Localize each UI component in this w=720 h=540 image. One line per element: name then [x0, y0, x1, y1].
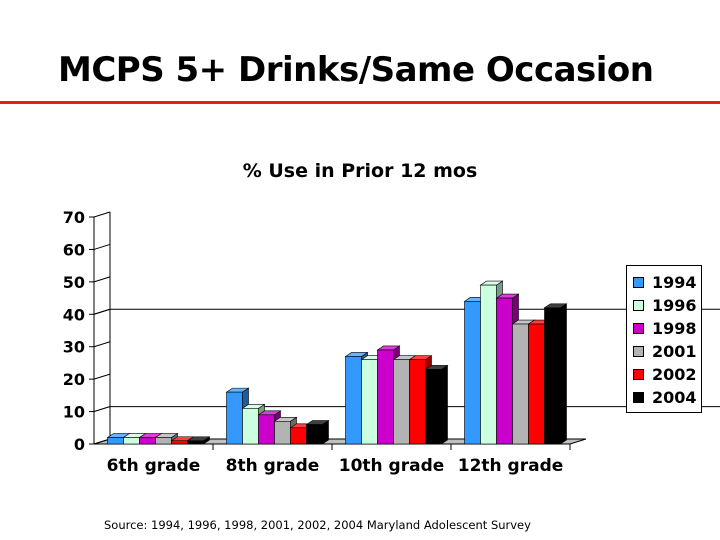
legend-item-1996: 1996: [627, 294, 701, 317]
bar: [258, 414, 275, 445]
bar-side: [441, 364, 448, 445]
bar: [409, 359, 426, 445]
y-tick-label: 10: [63, 403, 85, 422]
bar: [544, 307, 561, 445]
legend-label: 2002: [652, 365, 697, 384]
legend-swatch: [633, 277, 644, 288]
bar: [171, 440, 188, 445]
y-tick-depth: [93, 211, 111, 218]
y-tick-label: 30: [63, 338, 85, 357]
y-tick-depth: [93, 276, 111, 283]
chart-title: % Use in Prior 12 mos: [242, 160, 478, 182]
bar: [290, 427, 307, 445]
y-tick-label: 20: [63, 370, 85, 389]
bar: [528, 323, 545, 445]
bar: [361, 359, 378, 445]
x-tick-label: 6th grade: [107, 456, 201, 476]
legend-item-2002: 2002: [627, 363, 701, 386]
bar: [155, 437, 172, 445]
bar: [393, 359, 410, 445]
y-tick-depth: [93, 406, 111, 413]
legend-item-2001: 2001: [627, 340, 701, 363]
bar-side: [560, 303, 567, 445]
legend-item-2004: 2004: [627, 386, 701, 409]
bar: [377, 349, 394, 445]
bar: [274, 420, 291, 445]
y-tick-depth: [93, 243, 111, 250]
legend-label: 1998: [652, 319, 697, 338]
bar: [139, 437, 156, 445]
bar: [107, 437, 124, 445]
legend-swatch: [633, 369, 644, 380]
legend-swatch: [633, 323, 644, 334]
y-tick-label: 70: [63, 208, 85, 227]
bar: [226, 391, 243, 445]
bar: [480, 284, 497, 445]
y-tick-label: 40: [63, 305, 85, 324]
legend-item-1998: 1998: [627, 317, 701, 340]
y-tick-label: 0: [74, 435, 85, 454]
bar: [306, 424, 323, 445]
legend-label: 2004: [652, 388, 697, 407]
legend-item-1994: 1994: [627, 271, 701, 294]
bar: [187, 440, 204, 445]
slide-title: MCPS 5+ Drinks/Same Occasion: [58, 50, 654, 90]
source-note: Source: 1994, 1996, 1998, 2001, 2002, 20…: [104, 518, 531, 532]
legend-swatch: [633, 392, 644, 403]
legend-swatch: [633, 300, 644, 311]
chart-legend: 1994 1996 1998 2001 2002 2004: [626, 265, 702, 413]
legend-swatch: [633, 346, 644, 357]
bar: [425, 369, 442, 445]
bar: [512, 323, 529, 445]
legend-label: 2001: [652, 342, 697, 361]
y-tick-label: 50: [63, 273, 85, 292]
y-tick-label: 60: [63, 240, 85, 259]
bar: [123, 437, 140, 445]
x-tick-label: 10th grade: [339, 456, 445, 476]
bar: [464, 301, 481, 445]
y-tick-depth: [93, 308, 111, 315]
bar: [496, 297, 513, 445]
x-tick-label: 8th grade: [226, 456, 320, 476]
legend-label: 1996: [652, 296, 697, 315]
x-tick-label: 12th grade: [458, 456, 564, 476]
y-tick-depth: [93, 373, 111, 380]
bar: [242, 408, 259, 445]
legend-label: 1994: [652, 273, 697, 292]
bar: [345, 356, 362, 445]
y-tick-depth: [93, 341, 111, 348]
title-divider: [0, 101, 720, 104]
